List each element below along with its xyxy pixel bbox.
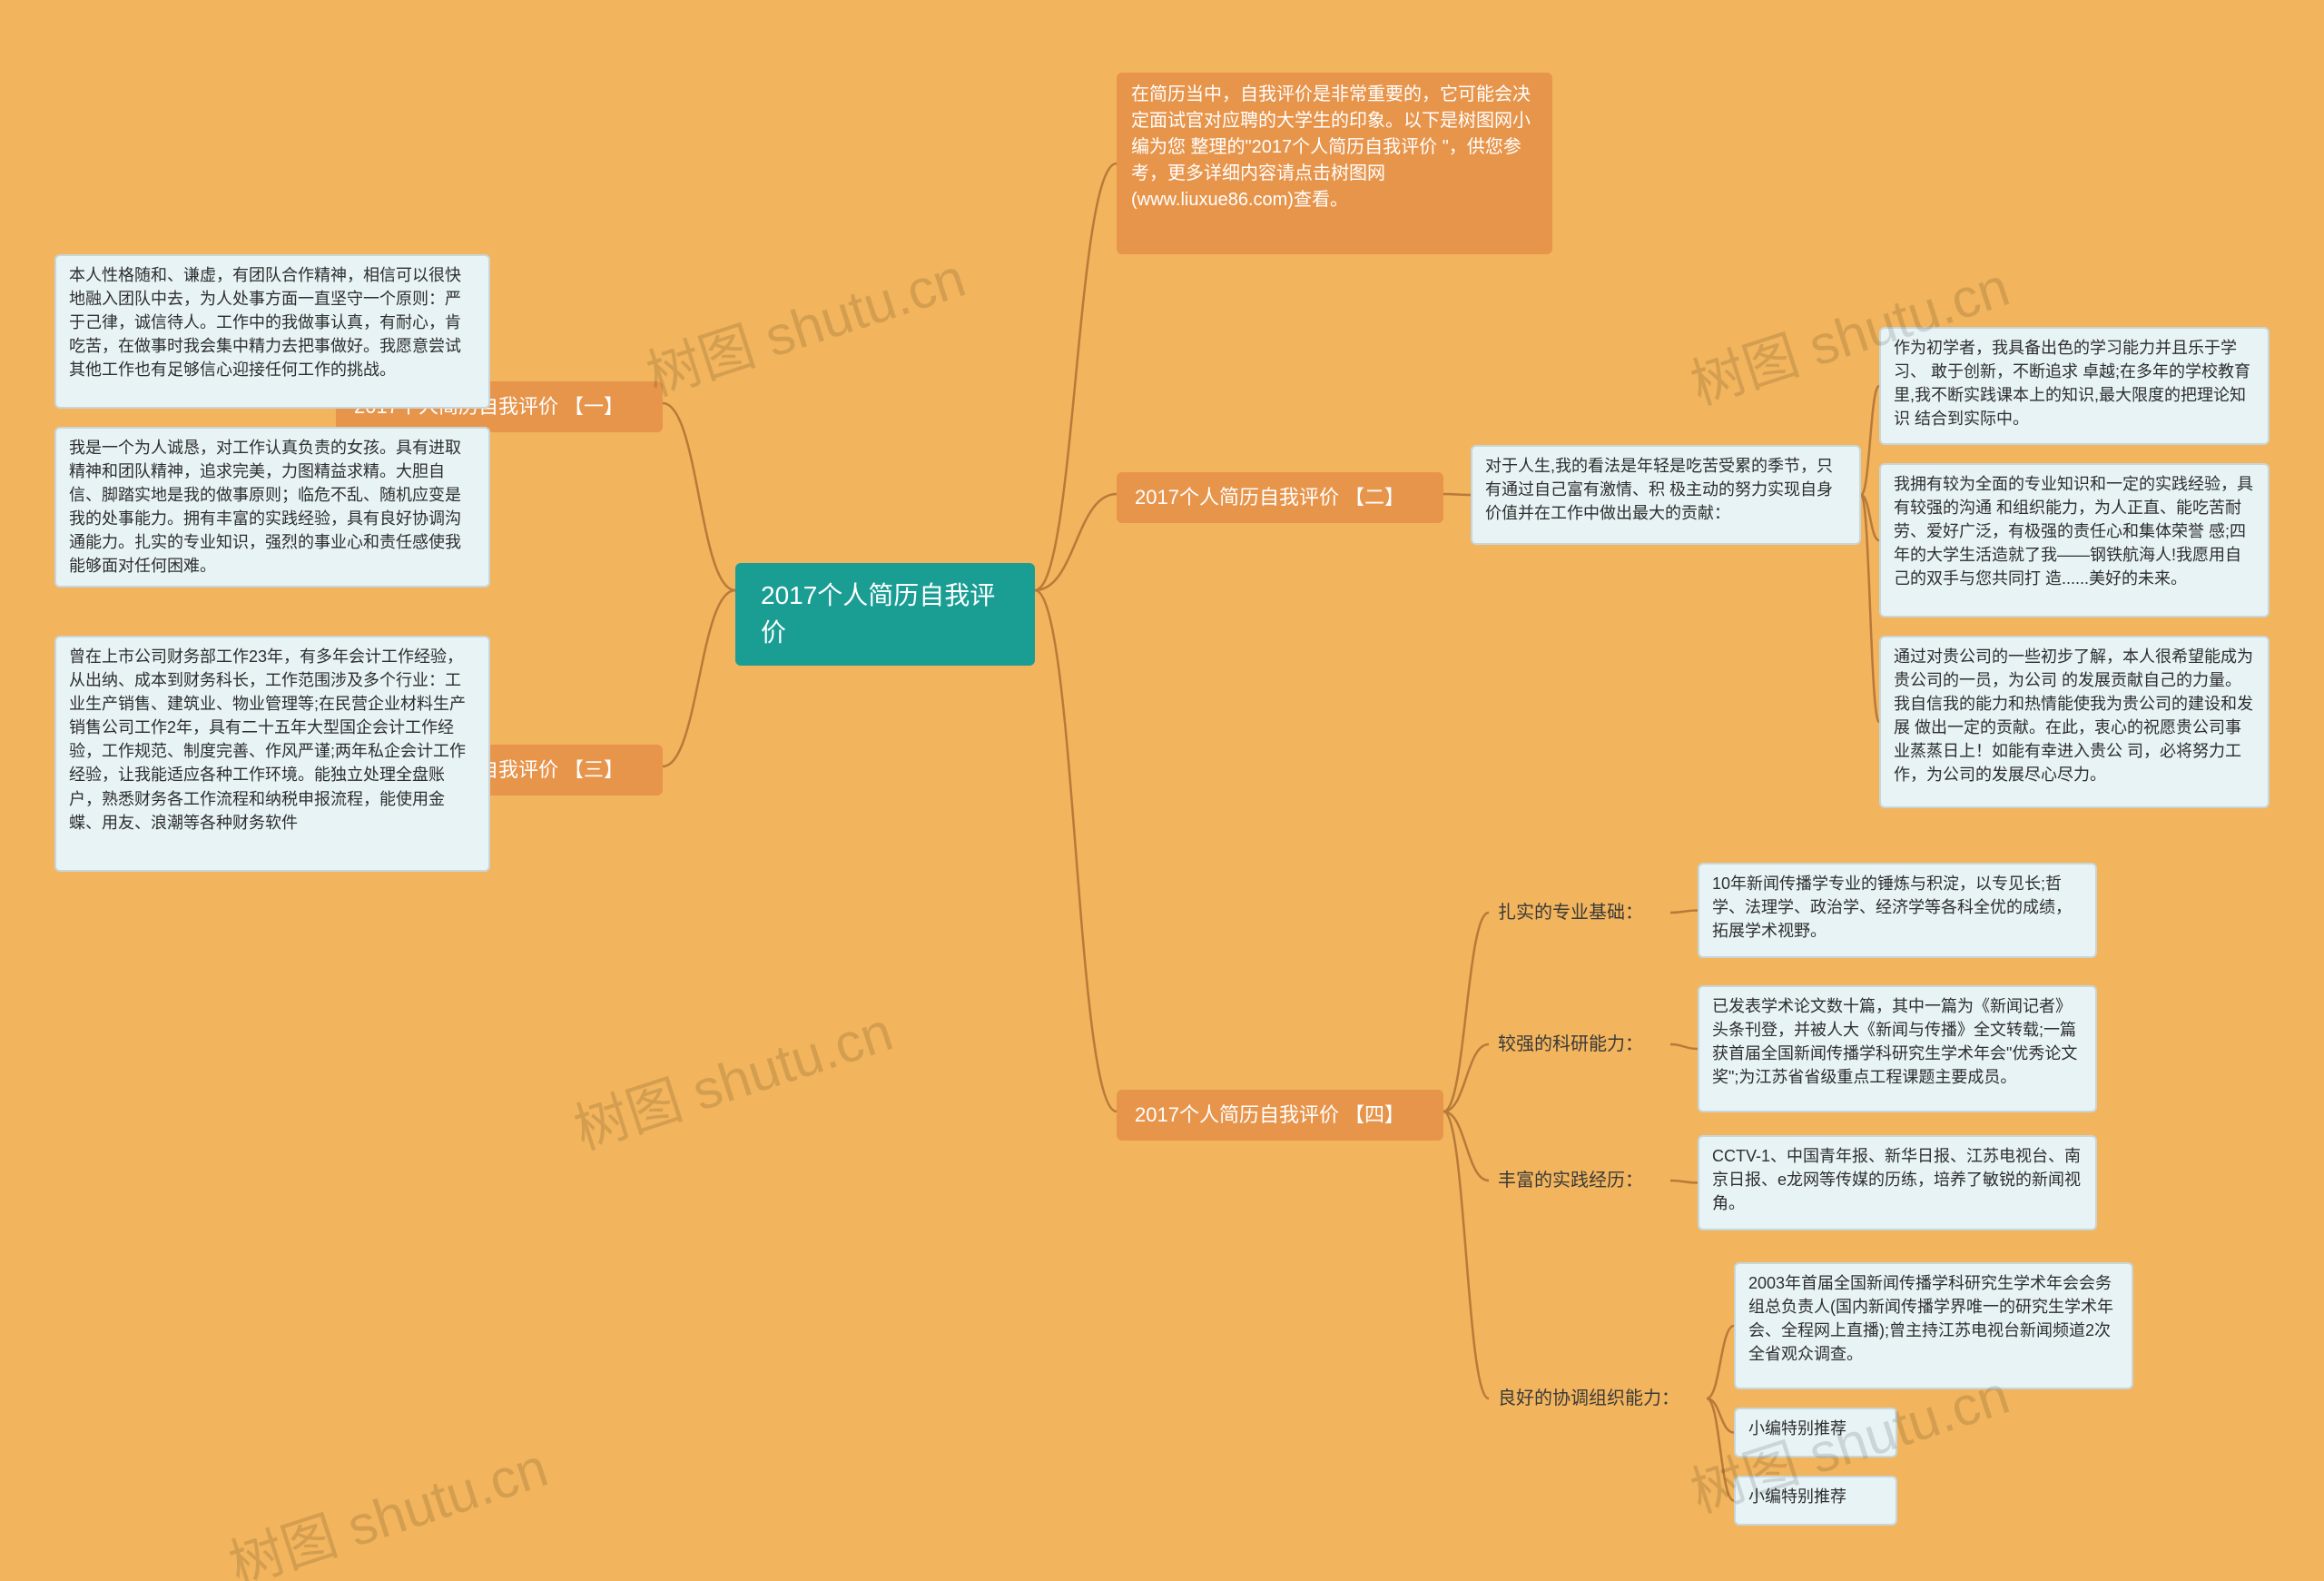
edge: [1861, 495, 1879, 540]
leaf-node: 作为初学者，我具备出色的学习能力并且乐于学习、 敢于创新，不断追求 卓越;在多年…: [1879, 327, 2270, 445]
branch-node: 2017个人简历自我评价 【四】: [1117, 1090, 1443, 1141]
subbranch-node: 较强的科研能力：: [1489, 1026, 1670, 1063]
edge: [1670, 1181, 1698, 1183]
mindmap-canvas: 2017个人简历自我评价 在简历当中，自我评价是非常重要的，它可能会决定面试官对应…: [0, 0, 2324, 1581]
subbranch-node: 扎实的专业基础：: [1489, 894, 1670, 932]
edge: [1443, 1112, 1489, 1181]
branch-node: 2017个人简历自我评价 【二】: [1117, 472, 1443, 523]
subbranch-node: 丰富的实践经历：: [1489, 1162, 1670, 1200]
leaf-node: 已发表学术论文数十篇，其中一篇为《新闻记者》头条刊登，并被人大《新闻与传播》全文…: [1698, 985, 2097, 1112]
leaf-node: 我拥有较为全面的专业知识和一定的实践经验，具有较强的沟通 和组织能力，为人正直、…: [1879, 463, 2270, 618]
edge: [663, 403, 735, 590]
edge: [1443, 1112, 1489, 1398]
intro-node: 在简历当中，自我评价是非常重要的，它可能会决定面试官对应聘的大学生的印象。以下是…: [1117, 73, 1552, 254]
leaf-node: 10年新闻传播学专业的锤炼与积淀，以专见长;哲学、法理学、政治学、经济学等各科全…: [1698, 863, 2097, 958]
leaf-node: 2003年首届全国新闻传播学科研究生学术年会会务组总负责人(国内新闻传播学界唯一…: [1734, 1262, 2133, 1389]
watermark: 树图 shutu.cn: [635, 234, 974, 411]
edge: [1707, 1398, 1734, 1501]
leaf-node: 我是一个为人诚恳，对工作认真负责的女孩。具有进取精神和团队精神，追求完美，力图精…: [54, 427, 490, 588]
edge: [1443, 494, 1471, 495]
leaf-node: CCTV-1、中国青年报、新华日报、江苏电视台、南京日报、e龙网等传媒的历练，培…: [1698, 1135, 2097, 1230]
edge: [1707, 1398, 1734, 1433]
edge: [1035, 163, 1117, 590]
watermark: 树图 shutu.cn: [218, 1424, 556, 1581]
subbranch-node: 良好的协调组织能力：: [1489, 1380, 1707, 1418]
edge: [1035, 494, 1117, 590]
leaf-node: 曾在上市公司财务部工作23年，有多年会计工作经验，从出纳、成本到财务科长，工作范…: [54, 636, 490, 872]
edge: [1670, 1044, 1698, 1049]
leaf-node: 小编特别推荐: [1734, 1476, 1897, 1526]
leaf-node: 本人性格随和、谦虚，有团队合作精神，相信可以很快地融入团队中去，为人处事方面一直…: [54, 254, 490, 409]
edge: [1443, 1044, 1489, 1112]
edge: [1707, 1326, 1734, 1398]
watermark: 树图 shutu.cn: [563, 988, 901, 1165]
edge: [1861, 495, 1879, 722]
leaf-node: 通过对贵公司的一些初步了解，本人很希望能成为贵公司的一员，为公司 的发展贡献自己…: [1879, 636, 2270, 808]
edge: [663, 590, 735, 766]
mid-node: 对于人生,我的看法是年轻是吃苦受累的季节，只有通过自己富有激情、积 极主动的努力…: [1471, 445, 1861, 545]
edge: [1670, 911, 1698, 914]
leaf-node: 小编特别推荐: [1734, 1408, 1897, 1457]
edge: [1443, 913, 1489, 1112]
root-node: 2017个人简历自我评价: [735, 563, 1035, 666]
edge: [1035, 590, 1117, 1112]
edge: [1861, 386, 1879, 495]
